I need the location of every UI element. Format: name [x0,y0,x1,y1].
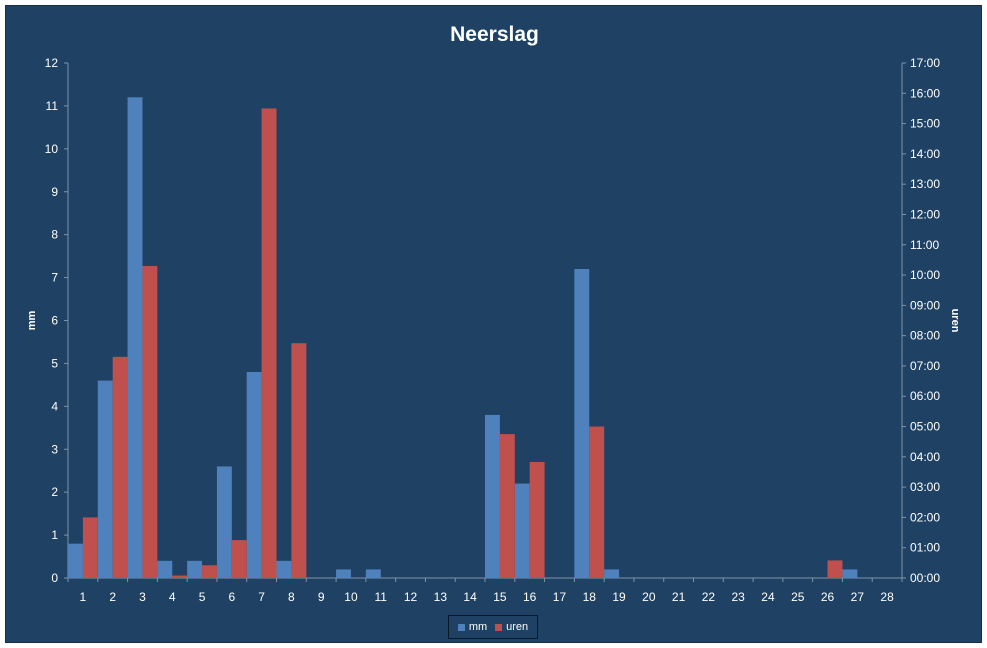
x-tick-label: 9 [318,590,325,604]
x-tick-label: 6 [228,590,235,604]
y-tick-label-right: 11:00 [910,238,939,252]
x-tick-label: 12 [404,590,418,604]
legend-label-uren: uren [506,621,529,633]
x-tick-label: 10 [344,590,358,604]
y-tick-label-left: 7 [51,271,58,285]
bar-mm-18 [574,269,590,578]
legend-item-uren: uren [495,621,528,633]
bar-uren-8 [291,343,307,578]
bar-uren-5 [202,565,217,578]
x-tick-label: 17 [553,590,567,604]
y-tick-label-right: 13:00 [910,177,940,191]
x-tick-label: 21 [672,590,686,604]
bar-uren-7 [261,108,277,579]
chart-area: Neerslag 0 1 2 3 4 5 6 7 8 9 10 11 12 00:00 01:00 02:00… [5,5,982,643]
y-tick-label-left: 12 [45,56,59,70]
y-tick-label-right: 08:00 [910,329,940,343]
y-axis-title-left: mm [26,311,38,331]
bar-mm-16 [514,483,530,578]
bar-uren-2 [112,356,128,578]
y-tick-label-left: 10 [45,142,59,156]
x-tick-label: 22 [702,590,716,604]
bar-uren-4 [172,575,188,578]
x-tick-label: 25 [791,590,805,604]
y-tick-label-right: 09:00 [910,298,940,312]
y-tick-label-right: 06:00 [910,389,940,403]
x-tick-label: 5 [199,590,206,604]
y-tick-label-right: 15:00 [910,117,940,131]
bar-mm-10 [336,569,351,578]
bar-uren-18 [589,426,605,578]
bar-mm-27 [842,569,858,578]
bar-uren-15 [499,434,515,578]
y-tick-label-right: 07:00 [910,359,940,373]
y-tick-label-right: 03:00 [910,480,940,494]
bar-uren-3 [142,265,158,578]
y-tick-label-right: 02:00 [910,510,940,524]
x-tick-label: 14 [463,590,477,604]
x-tick-label: 18 [583,590,597,604]
bar-mm-19 [604,569,620,578]
bar-mm-1 [67,543,83,578]
y-tick-label-right: 16:00 [910,86,940,100]
bar-mm-15 [484,414,500,578]
bar-uren-26 [827,560,843,578]
bar-mm-6 [216,466,232,578]
y-tick-label-right: 17:00 [910,56,940,70]
bar-mm-7 [246,372,262,578]
legend-label-mm: mm [468,621,488,633]
x-tick-label: 15 [493,590,507,604]
x-tick-label: 3 [139,590,146,604]
y-tick-label-left: 8 [51,228,58,242]
x-tick-label: 4 [169,590,176,604]
bar-mm-8 [276,560,292,578]
x-tick-label: 24 [761,590,775,604]
bar-mm-11 [365,569,381,578]
bar-mm-5 [187,560,203,578]
x-tick-label: 16 [523,590,537,604]
y-tick-label-left: 11 [46,99,59,113]
bar-uren-1 [82,517,98,578]
bar-mm-4 [157,560,173,578]
plot-area: 012345678910111200:0001:0002:0003:0004:0… [26,56,961,604]
x-tick-label: 28 [880,590,894,604]
x-tick-label: 23 [731,590,745,604]
y-tick-label-right: 00:00 [910,571,940,585]
x-tick-label: 27 [851,590,865,604]
x-tick-label: 11 [375,590,388,604]
y-tick-label-right: 12:00 [910,207,940,221]
x-tick-label: 1 [80,590,87,604]
x-tick-label: 19 [612,590,626,604]
legend-swatch-uren [495,623,503,631]
y-axis-title-right: uren [949,309,961,333]
y-tick-label-left: 3 [51,442,58,456]
legend-swatch-mm [457,623,465,631]
x-tick-label: 26 [821,590,835,604]
x-tick-label: 7 [258,590,265,604]
bar-uren-6 [231,540,247,578]
y-tick-label-right: 10:00 [910,268,940,282]
bar-mm-2 [97,380,113,578]
x-tick-label: 8 [288,590,295,604]
y-tick-label-left: 1 [51,528,58,542]
y-tick-label-right: 04:00 [910,450,940,464]
x-tick-label: 13 [434,590,448,604]
y-tick-label-left: 5 [51,356,58,370]
x-tick-label: 20 [642,590,656,604]
x-tick-label: 2 [109,590,116,604]
chart-title: Neerslag [450,23,539,46]
y-tick-label-left: 6 [51,314,58,328]
bar-uren-16 [529,461,545,578]
y-tick-label-right: 05:00 [910,420,940,434]
legend: mm uren [448,615,538,639]
y-tick-label-left: 2 [51,485,58,499]
y-tick-label-right: 14:00 [910,147,940,161]
legend-item-mm: mm [457,621,488,633]
y-tick-label-left: 9 [51,185,58,199]
y-tick-label-right: 01:00 [910,541,940,555]
y-tick-label-left: 0 [51,571,58,585]
bar-mm-3 [127,97,143,578]
y-tick-label-left: 4 [51,399,58,413]
